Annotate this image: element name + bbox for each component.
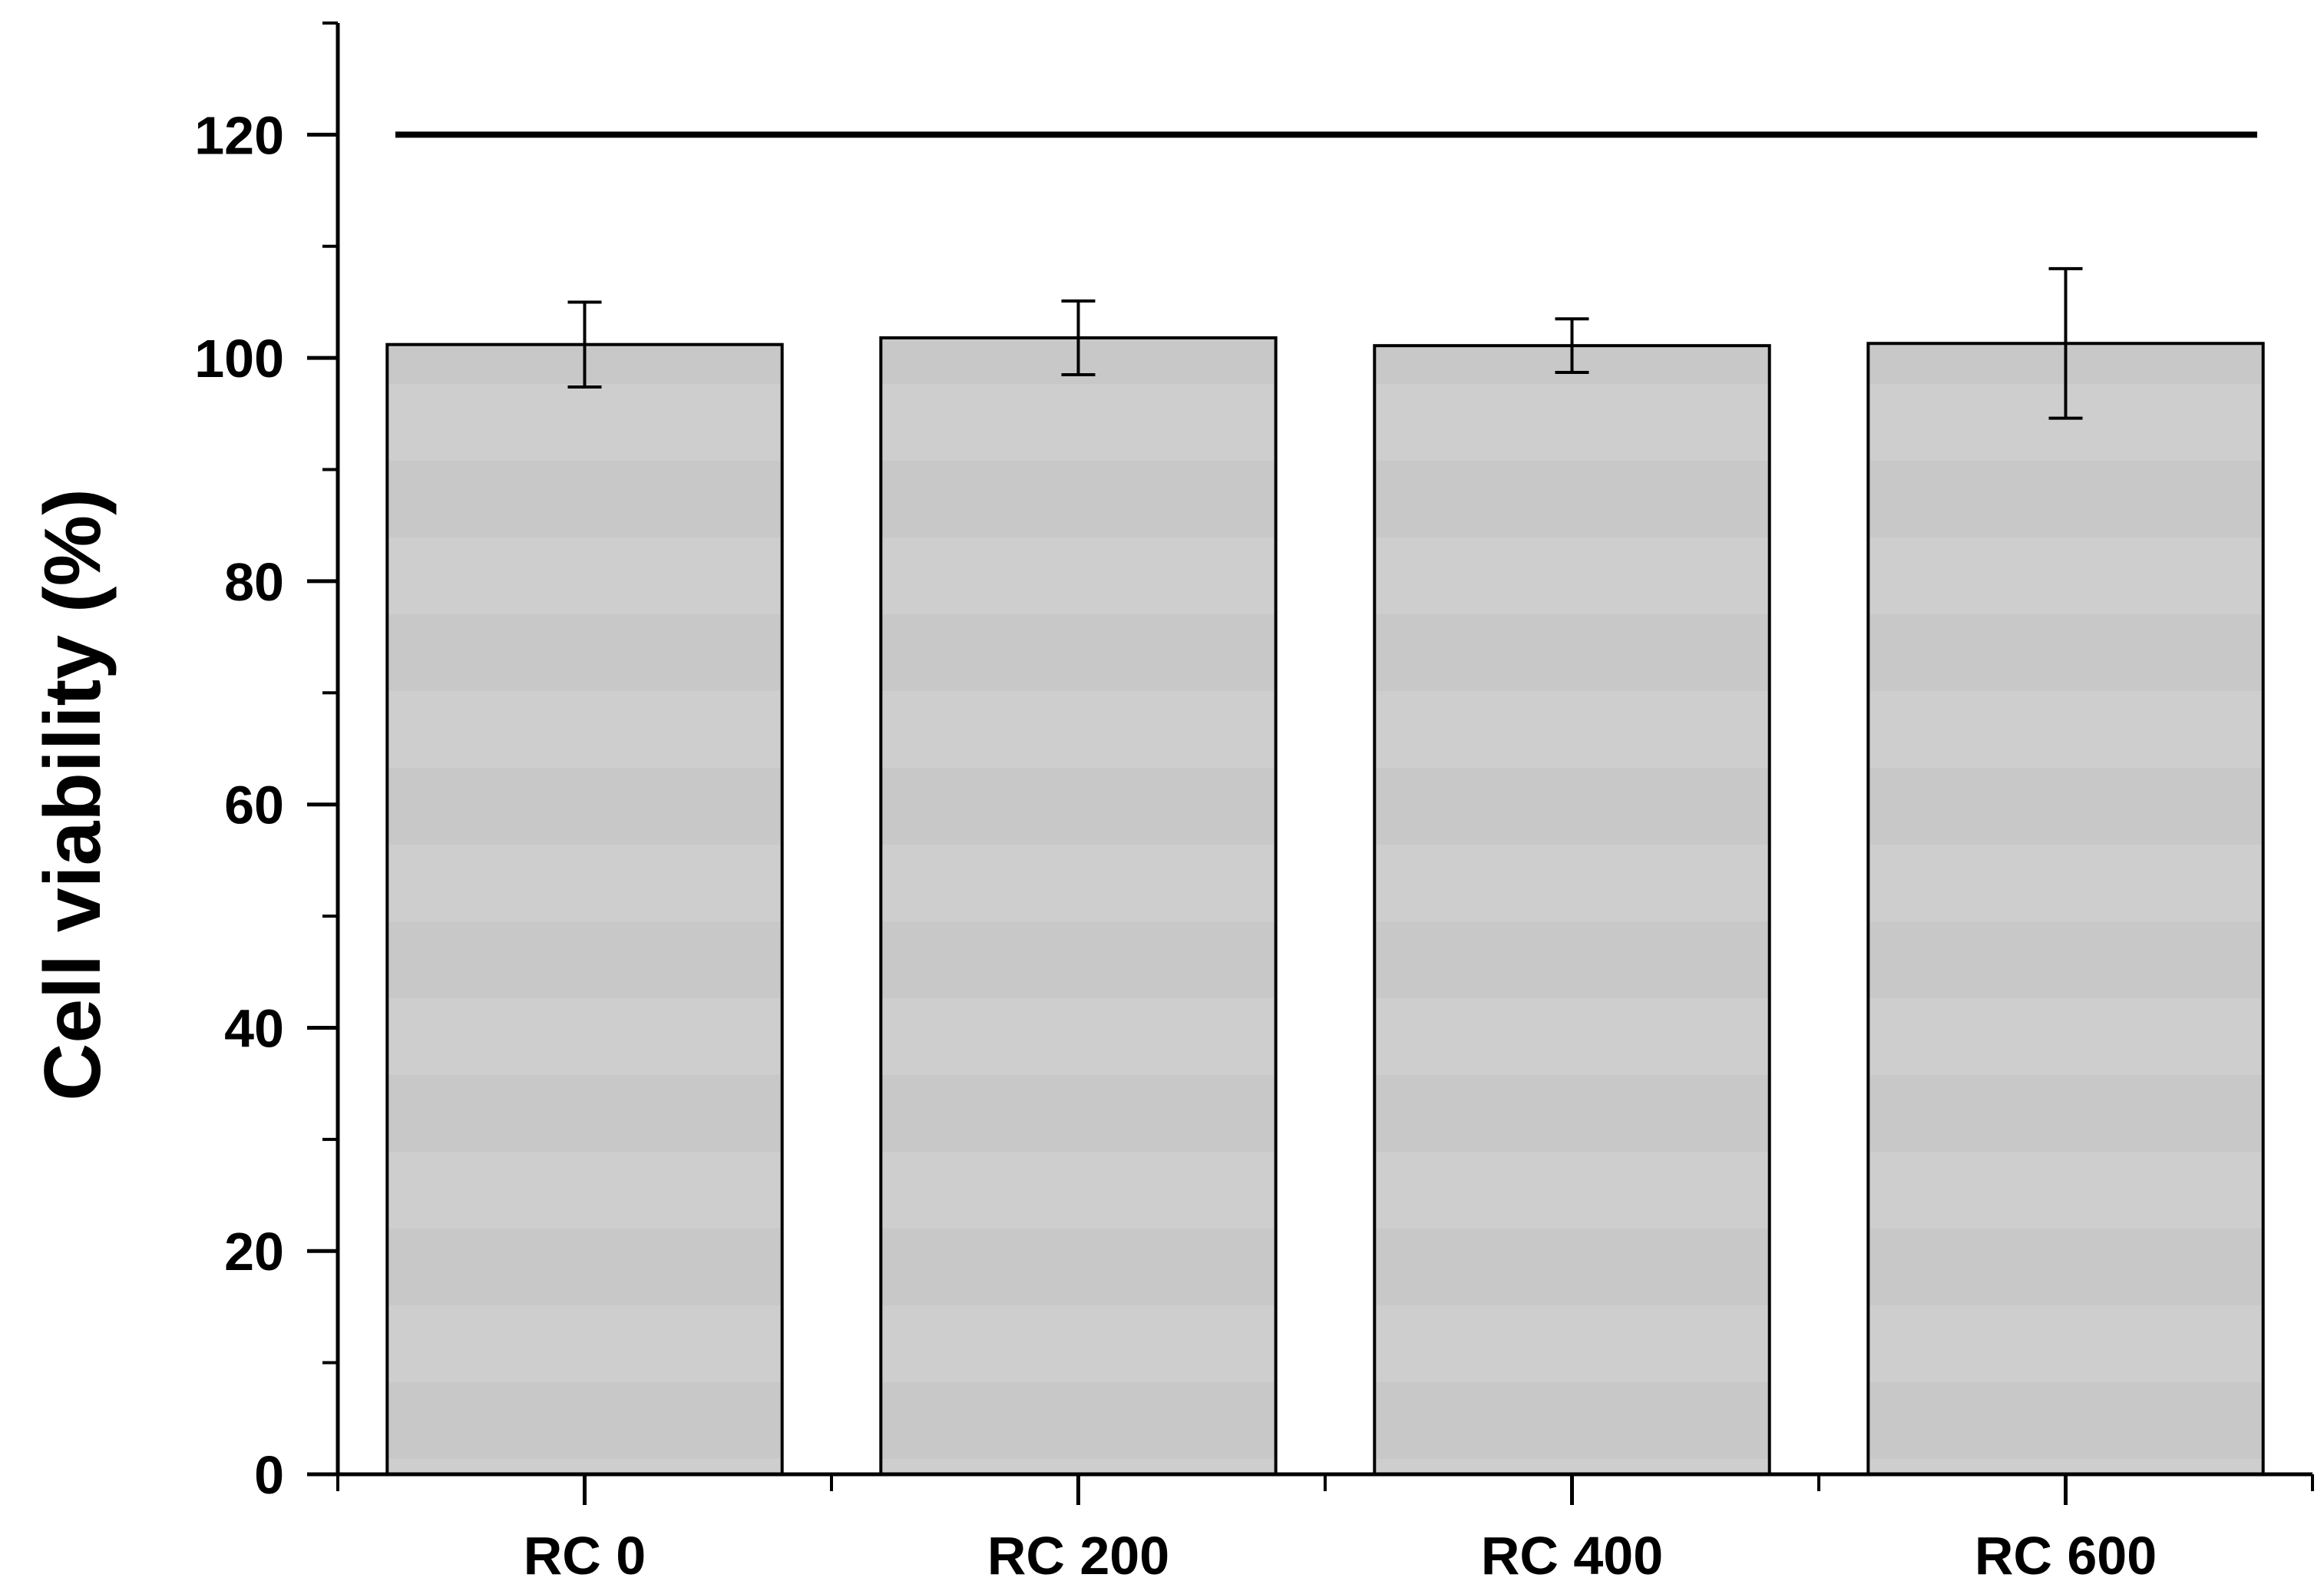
y-tick-label: 0 bbox=[254, 1445, 284, 1505]
error-bar-1 bbox=[567, 300, 602, 389]
bar-4 bbox=[1866, 342, 2265, 1476]
x-tick-label: RC 400 bbox=[1481, 1526, 1663, 1586]
bar-3 bbox=[1373, 344, 1771, 1477]
x-tick-label: RC 0 bbox=[524, 1526, 646, 1586]
tick-labels-layer: 0 20 40 60 80 100 120 RC 0 RC 200 RC 400 RC 600 bbox=[194, 105, 2157, 1586]
error-bar-4 bbox=[2048, 266, 2083, 420]
bar-1 bbox=[385, 342, 784, 1477]
y-tick-label: 20 bbox=[224, 1222, 284, 1282]
y-tick-label: 120 bbox=[194, 105, 284, 165]
y-tick-label: 80 bbox=[224, 552, 284, 612]
bar-2 bbox=[879, 336, 1278, 1476]
y-axis-title: Cell viability (%) bbox=[28, 488, 117, 1101]
error-bars-layer bbox=[567, 266, 2083, 420]
y-tick-label: 40 bbox=[224, 998, 284, 1058]
axes-layer bbox=[307, 22, 2314, 1505]
y-tick-label: 60 bbox=[224, 776, 284, 835]
bars-layer bbox=[385, 336, 2265, 1477]
error-bar-3 bbox=[1555, 317, 1589, 375]
y-tick-label: 100 bbox=[194, 329, 284, 389]
error-bar-2 bbox=[1061, 299, 1096, 376]
x-tick-label: RC 600 bbox=[1975, 1526, 2157, 1586]
x-tick-label: RC 200 bbox=[987, 1526, 1169, 1586]
